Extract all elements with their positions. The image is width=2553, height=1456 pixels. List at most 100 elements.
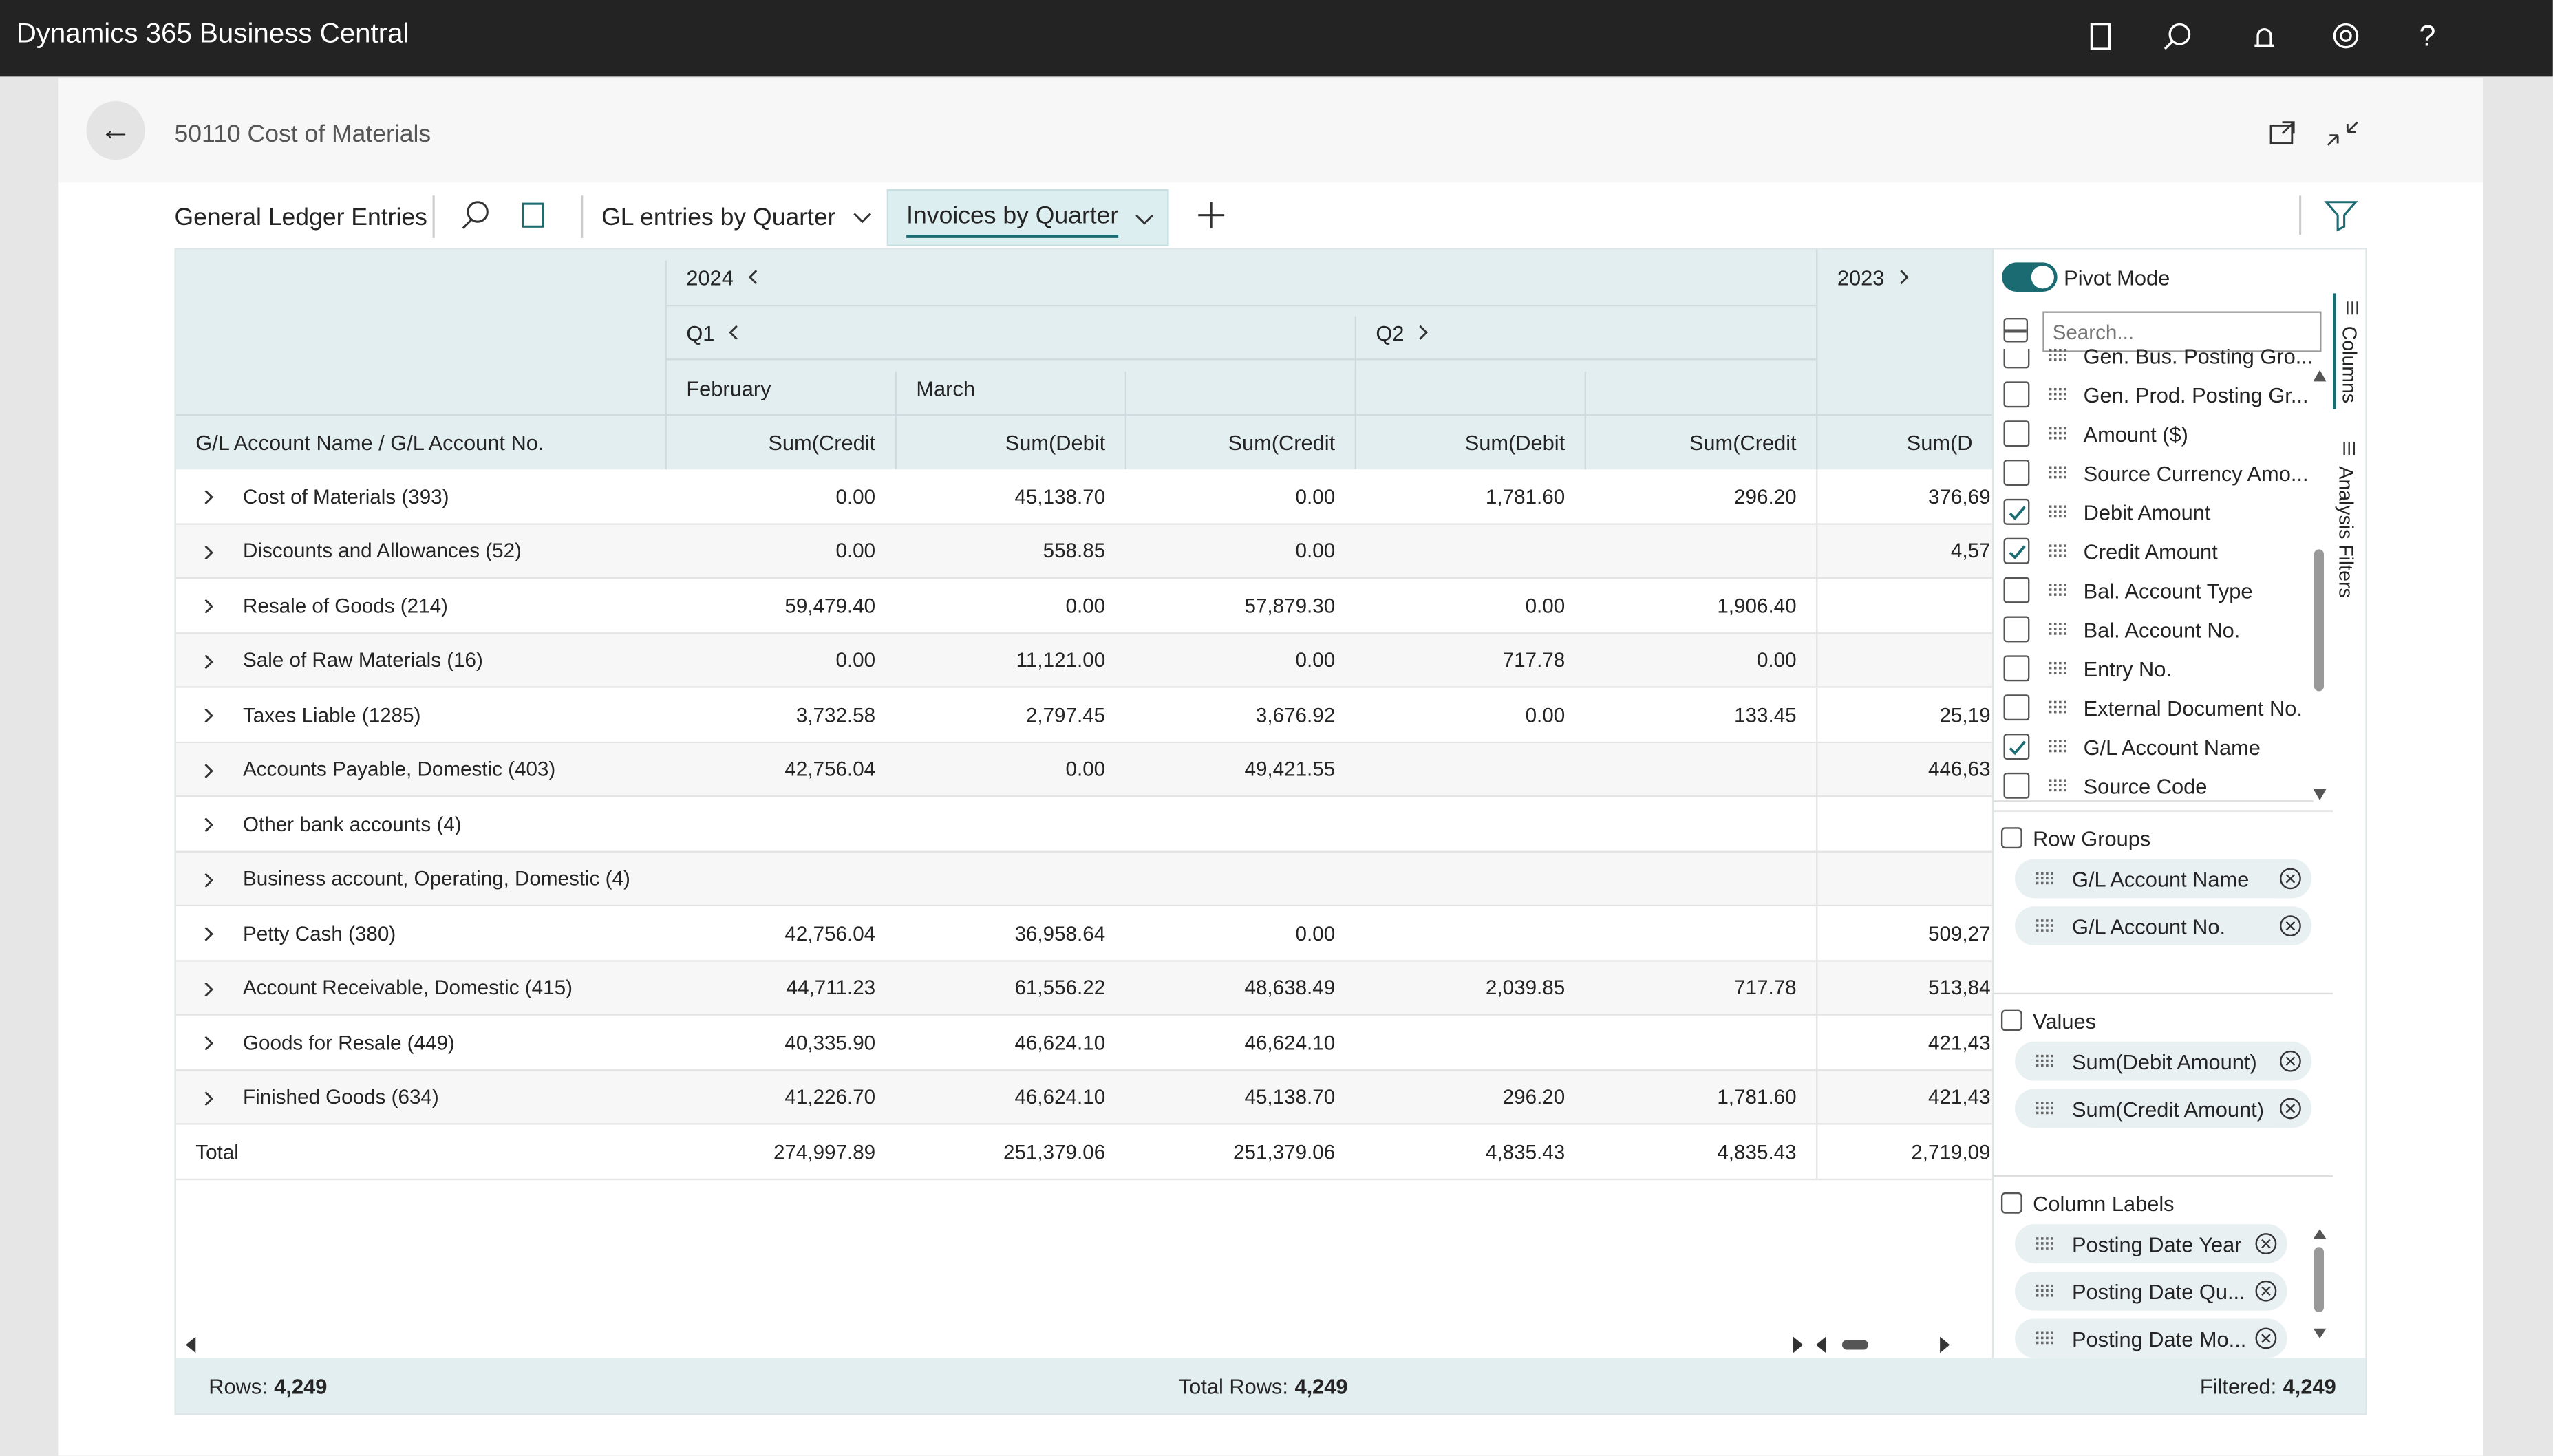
pivot-header[interactable]: 2024 (686, 261, 759, 293)
cell: 40,335.90 (784, 1031, 876, 1055)
row-name[interactable]: Cost of Materials (393) (242, 485, 449, 508)
add-view[interactable] (1195, 199, 1227, 231)
checkbox[interactable] (2003, 772, 2030, 799)
pivot-mode-label: Pivot Mode (2064, 264, 2170, 290)
pivot-header[interactable]: February (686, 372, 771, 404)
checkbox[interactable] (2003, 616, 2030, 643)
search-box[interactable]: Search... (2042, 311, 2322, 352)
column-divider (1816, 578, 1818, 634)
checkbox[interactable] (2003, 420, 2030, 447)
status-item: Total Rows: 4,249 (1179, 1358, 1348, 1413)
column-divider (1816, 906, 1818, 961)
cell (1125, 797, 1336, 851)
cell: 36,958.64 (1014, 922, 1106, 945)
pivot-header[interactable]: 2023 (1837, 261, 1910, 293)
checkbox[interactable] (2003, 655, 2030, 682)
chip[interactable]: Posting Date Year (2015, 1224, 2287, 1263)
row-name[interactable]: Finished Goods (634) (242, 1086, 439, 1109)
column-option[interactable]: Bal. Account No. (2083, 617, 2241, 642)
column-option[interactable]: External Document No. (2083, 695, 2303, 720)
pivot-toggle[interactable] (2002, 262, 2058, 292)
drag-handle (2049, 779, 2066, 792)
column-divider (1816, 1070, 1818, 1125)
checkbox[interactable] (2003, 381, 2030, 408)
chip[interactable]: Sum(Debit Amount) (2015, 1041, 2312, 1081)
back-button[interactable]: ← (86, 100, 145, 160)
checkbox[interactable] (2003, 694, 2030, 721)
row-name[interactable]: Other bank accounts (4) (242, 813, 462, 836)
cell: 717.78 (1502, 649, 1566, 672)
view-tab[interactable]: GL entries by Quarter (601, 189, 884, 246)
top-icons: ? (2090, 19, 2435, 52)
expand-row (204, 599, 213, 614)
tab-icon (2343, 441, 2356, 455)
side-tab[interactable]: Columns (2333, 293, 2366, 410)
row-name[interactable]: Sale of Raw Materials (16) (242, 649, 483, 672)
filter-button[interactable] (2298, 195, 2364, 235)
checkbox[interactable] (2003, 498, 2030, 525)
row-name[interactable]: Goods for Resale (449) (242, 1031, 455, 1055)
checkbox[interactable] (2003, 348, 2030, 369)
checkbox[interactable] (2003, 460, 2030, 486)
page-actions[interactable] (2266, 118, 2364, 150)
row-name[interactable]: Resale of Goods (214) (242, 595, 448, 618)
cell (1585, 742, 1797, 797)
page-title: 50110 Cost of Materials (174, 120, 431, 148)
chips-scrollbar (2313, 1229, 2327, 1338)
expand-row (204, 490, 213, 505)
column-option[interactable]: Bal. Account Type (2083, 577, 2253, 603)
chip[interactable]: Sum(Credit Amount) (2015, 1089, 2312, 1128)
cell: 3,676.92 (1255, 703, 1336, 727)
chip[interactable]: G/L Account Name (2015, 859, 2312, 899)
column-option[interactable]: Credit Amount (2083, 538, 2218, 564)
side-tab[interactable]: Analysis Filters (2333, 433, 2365, 604)
status-bar: Rows: 4,249 Total Rows: 4,249 Filtered: 4,249 (175, 1358, 2366, 1413)
column-option[interactable]: G/L Account Name (2083, 734, 2261, 759)
toolbar-icons[interactable] (432, 193, 595, 242)
column-option[interactable]: Source Currency Amo... (2083, 460, 2309, 485)
column-header: Sum(Credit (1228, 429, 1336, 454)
row-name[interactable]: Accounts Payable, Domestic (403) (242, 758, 556, 782)
checkbox[interactable] (2003, 577, 2030, 603)
chip[interactable]: Posting Date Mo... (2015, 1318, 2287, 1358)
remove-chip (2255, 1233, 2277, 1254)
pivot-header[interactable]: Q1 (686, 317, 740, 349)
checkbox[interactable] (2003, 734, 2030, 760)
column-option[interactable]: Gen. Prod. Posting Gr... (2083, 382, 2309, 407)
cell (1125, 852, 1336, 906)
cell (1585, 797, 1797, 851)
column-option[interactable]: Debit Amount (2083, 500, 2211, 524)
cell: 421,43 (1927, 1086, 1991, 1109)
column-option[interactable]: Entry No. (2083, 656, 2172, 681)
chip[interactable]: Posting Date Qu... (2015, 1271, 2287, 1311)
expand-arrow (1420, 325, 1429, 340)
cell (1585, 1016, 1797, 1070)
checkbox[interactable] (2003, 537, 2030, 564)
cell (1355, 524, 1566, 579)
column-option[interactable]: Amount ($) (2083, 421, 2188, 446)
pivot-header[interactable]: March (916, 372, 975, 404)
cell (1816, 633, 1990, 687)
chip[interactable]: G/L Account No. (2015, 906, 2312, 946)
row-name[interactable]: Discounts and Allowances (52) (242, 539, 522, 563)
view-tab[interactable]: Invoices by Quarter (886, 189, 1169, 246)
column-option[interactable]: Source Code (2083, 773, 2208, 798)
header-divider (665, 358, 1817, 361)
column-option[interactable]: Gen. Bus. Posting Gro... (2083, 348, 2314, 368)
cell: 0.00 (1756, 649, 1797, 672)
expand-row (204, 544, 213, 559)
pivot-header[interactable]: Q2 (1376, 317, 1430, 349)
section-title: Column Labels (2033, 1190, 2175, 1216)
row (175, 469, 2168, 524)
drag-handle (2049, 544, 2066, 557)
cell: 0.00 (1295, 485, 1336, 508)
select-all[interactable] (2003, 317, 2029, 343)
row-name[interactable]: Petty Cash (380) (242, 922, 396, 945)
row-name[interactable]: Account Receivable, Domestic (415) (242, 976, 573, 1000)
row-name[interactable]: Taxes Liable (1285) (242, 703, 421, 727)
row-name[interactable]: Business account, Operating, Domestic (4… (242, 867, 630, 891)
section-icon (2000, 1192, 2022, 1214)
cell: 46,624.10 (1014, 1031, 1106, 1055)
cell: 376,69 (1927, 485, 1991, 508)
row (175, 578, 2168, 634)
